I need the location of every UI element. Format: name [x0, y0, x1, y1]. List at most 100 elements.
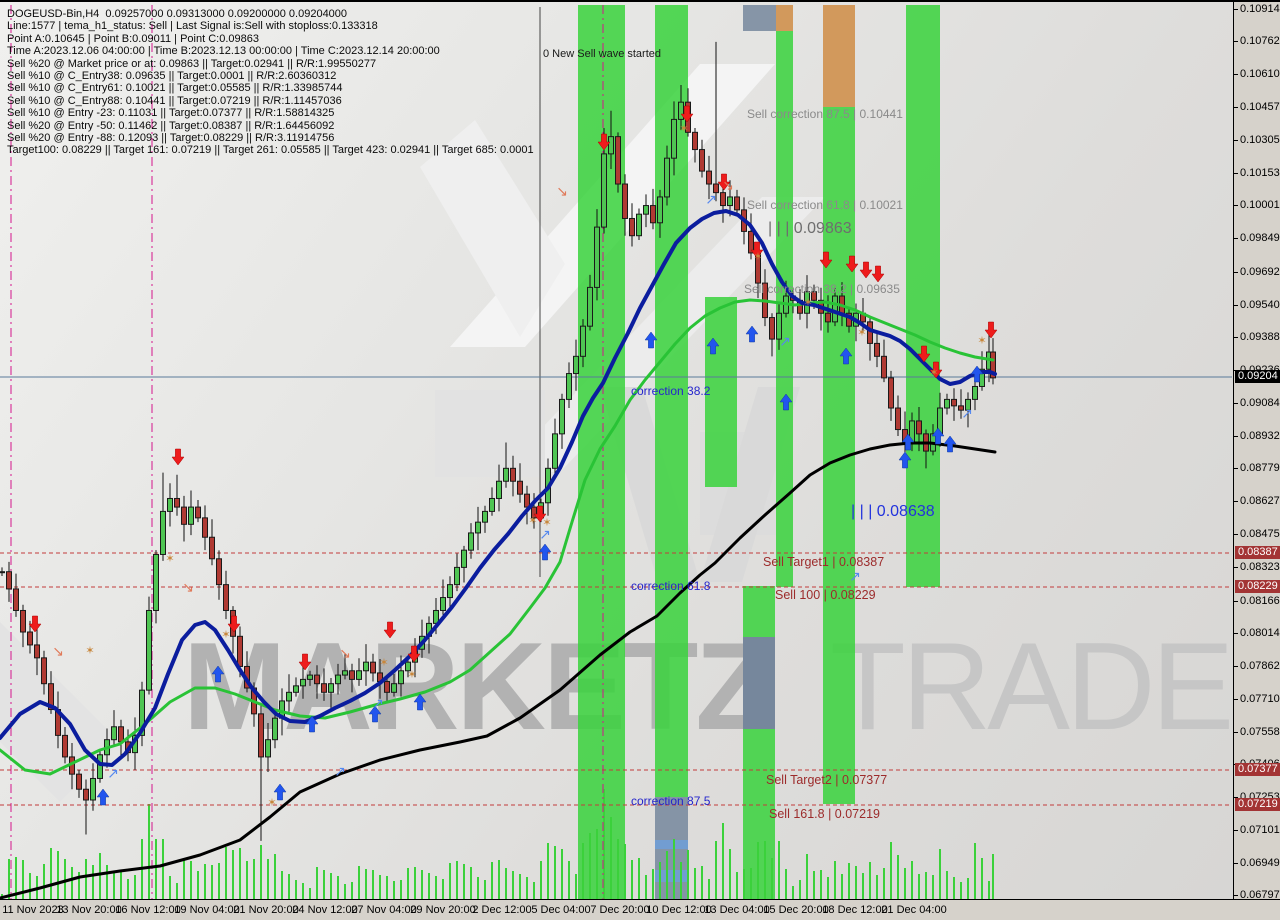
volume-bar: [190, 861, 192, 899]
price-tick-mark: [1234, 534, 1238, 535]
volume-bar: [274, 854, 276, 899]
price-tick-mark: [1234, 501, 1238, 502]
moving-averages-layer: [0, 209, 997, 900]
price-axis[interactable]: 0.10914 0.10762 0.10610 0.10457 0.10305 0.101…: [1233, 0, 1280, 901]
volume-bar: [925, 872, 927, 899]
price-tick-label: 0.08014: [1240, 627, 1280, 639]
candle-body: [643, 205, 649, 215]
volume-bar: [498, 860, 500, 899]
volume-bar: [722, 823, 724, 899]
volume-bar: [792, 886, 794, 899]
hollow-buy-arrow-icon: ↗: [107, 766, 119, 782]
candle-body: [916, 420, 922, 435]
price-tick-label: 0.06949: [1240, 857, 1280, 869]
volume-bar: [547, 843, 549, 899]
volume-bar: [71, 867, 73, 899]
volume-bar: [673, 839, 675, 899]
volume-bar: [967, 878, 969, 899]
candle-body: [300, 678, 306, 687]
volume-bar: [323, 870, 325, 899]
volume-bar: [890, 842, 892, 899]
candle-body: [139, 689, 145, 736]
volume-bar: [267, 859, 269, 899]
price-tick-mark: [1234, 863, 1238, 864]
volume-bar: [232, 850, 234, 899]
volume-bar: [778, 841, 780, 899]
price-tick-mark: [1234, 468, 1238, 469]
candle-body: [573, 355, 579, 375]
volume-bar: [918, 874, 920, 899]
buy-arrow-icon: [898, 451, 912, 469]
candle-body: [496, 480, 502, 499]
candle-body: [510, 467, 516, 482]
volume-bar: [743, 869, 745, 899]
hollow-buy-arrow-icon: ↗: [334, 764, 346, 780]
hollow-buy-arrow-icon: ↗: [961, 406, 973, 422]
star-marker-icon: ✶: [407, 668, 416, 681]
hollow-buy-arrow-icon: ↗: [705, 192, 717, 208]
chart-area[interactable]: MARKETZ TRADE ✶ ✶ ✶ ✶ ✶ ✶ ✶ ✶ ✶ ✶ ✶ ✶ ✶ ✶ ↘ ↘ ↘ ↘ ↘ ↗ ↗ ↗ ↗ ↗ ↗ ↗…: [0, 0, 1233, 900]
time-tick-label: 21 Dec 04:00: [881, 904, 947, 916]
time-tick-label: 18 Dec 12:00: [822, 904, 888, 916]
time-tick-label: 27 Nov 04:00: [351, 904, 417, 916]
time-tick-label: 19 Nov 04:00: [174, 904, 240, 916]
sell-arrow-icon: [917, 345, 931, 363]
candle-body: [552, 433, 558, 469]
candle-body: [629, 217, 635, 237]
price-tick-mark: [1234, 238, 1238, 239]
volume-bar: [659, 862, 661, 899]
volume-bar: [372, 870, 374, 899]
candle-body: [594, 226, 600, 288]
candle-body: [223, 584, 229, 611]
chart-annotation: Sell Target1 | 0.08387: [763, 555, 885, 569]
hollow-buy-arrow-icon: ↗: [849, 569, 861, 585]
volume-bar: [939, 849, 941, 899]
info-line: Sell %10 @ C_Entry38: 0.09635 || Target:…: [7, 70, 337, 83]
candle-body: [972, 385, 978, 400]
price-tick-mark: [1234, 403, 1238, 404]
time-axis[interactable]: 11 Nov 2023 13 Nov 20:00 16 Nov 12:00 19 No…: [0, 899, 1280, 920]
candle-body: [258, 713, 264, 758]
info-line: Sell %20 @ Entry -50: 0.11462 || Target:…: [7, 119, 335, 132]
volume-bar: [750, 868, 752, 899]
price-tick-label: 0.06797: [1240, 889, 1280, 901]
candle-body: [391, 683, 397, 693]
candle-body: [272, 717, 278, 741]
candle-body: [118, 726, 124, 743]
price-tick-mark: [1234, 732, 1238, 733]
candle-body: [188, 506, 194, 525]
price-tick-mark: [1234, 666, 1238, 667]
time-tick-label: 7 Dec 20:00: [590, 904, 650, 916]
candle-body: [664, 157, 670, 198]
candle-body: [181, 506, 187, 525]
fast-ma: [0, 298, 995, 776]
candle-body: [349, 670, 355, 680]
volume-bar: [106, 865, 108, 899]
candle-body: [706, 170, 712, 185]
volume-bar: [183, 858, 185, 899]
volume-bar: [974, 843, 976, 899]
volume-bar: [603, 789, 605, 899]
volume-bar: [491, 862, 493, 899]
buy-arrow-icon: [538, 543, 552, 561]
volume-bar: [197, 871, 199, 899]
candle-body: [97, 754, 103, 779]
sell-arrow-icon: [383, 621, 397, 639]
buy-arrow-icon: [706, 337, 720, 355]
candle-body: [216, 558, 222, 586]
candle-body: [769, 317, 775, 340]
candle-body: [237, 635, 243, 667]
volume-bar: [834, 861, 836, 899]
info-line: Sell %10 @ Entry -23: 0.11031 || Target:…: [7, 107, 335, 120]
volume-bar: [22, 860, 24, 899]
volume-bar: [57, 851, 59, 899]
volume-bar: [911, 861, 913, 899]
candle-body: [342, 670, 348, 676]
volume-bars-layer: [1, 789, 994, 899]
volume-bar: [764, 841, 766, 899]
info-line: Target100: 0.08229 || Target 161: 0.0721…: [7, 144, 534, 157]
price-tick-label: 0.10610: [1240, 68, 1280, 80]
chart-annotation: correction 87.5: [631, 794, 711, 808]
volume-bar: [505, 868, 507, 899]
sell-arrow-icon: [750, 241, 764, 259]
